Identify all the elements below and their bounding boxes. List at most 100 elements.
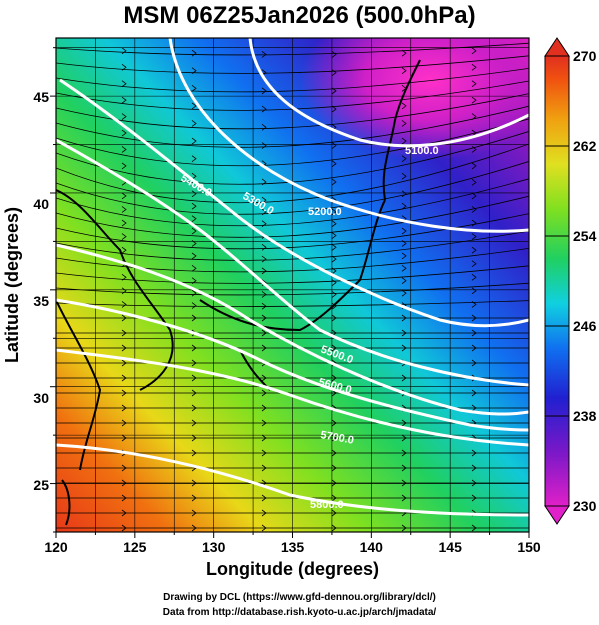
- streamline-arrow: [121, 404, 127, 412]
- streamline-arrow: [331, 434, 337, 442]
- x-tick-label: 140: [360, 539, 384, 555]
- contour-label-5800: 5800.0: [310, 499, 344, 511]
- y-tick-label: 35: [33, 293, 49, 309]
- streamline-arrow: [121, 113, 127, 120]
- streamline-arrow: [471, 389, 477, 397]
- streamline-arrow: [191, 524, 197, 532]
- streamline-arrow: [472, 540, 476, 546]
- streamline-arrow: [191, 102, 197, 110]
- streamline-arrow: [261, 87, 267, 95]
- streamline-arrow: [121, 47, 127, 55]
- streamline-arrow: [471, 494, 477, 502]
- streamline-arrow: [261, 267, 267, 275]
- streamline-arrow: [121, 96, 127, 104]
- streamline-arrow: [331, 314, 337, 322]
- streamline-arrow: [471, 449, 477, 457]
- streamline-arrow: [121, 329, 127, 337]
- y-tick-label: 40: [33, 196, 49, 212]
- streamline-arrow: [331, 220, 337, 228]
- temperature-field: 5100.0 5200.0 5300.0 5400.0 5500.0 5600.…: [56, 38, 529, 546]
- streamline-arrow: [332, 540, 336, 546]
- y-tick-label: 25: [33, 477, 49, 493]
- streamline-arrow: [401, 67, 407, 75]
- streamline-arrow: [191, 509, 197, 517]
- streamline-arrow: [331, 302, 337, 310]
- streamline-arrow: [121, 146, 127, 153]
- streamline-arrow: [401, 524, 407, 532]
- streamline-arrow: [261, 374, 267, 382]
- streamline-arrow: [191, 137, 197, 145]
- streamline-arrow: [191, 155, 197, 162]
- streamline-arrow: [121, 314, 127, 322]
- streamline-arrow: [121, 219, 127, 227]
- streamline-arrow: [471, 80, 477, 88]
- streamline-arrow: [261, 464, 267, 472]
- colorbar-tick-label: 270: [573, 48, 597, 64]
- streamline-arrow: [401, 329, 407, 337]
- streamline-arrow: [331, 419, 337, 427]
- streamline-arrow: [471, 479, 477, 487]
- streamline-arrow: [471, 96, 477, 104]
- streamline-arrow: [191, 120, 197, 127]
- streamline-arrow: [261, 449, 267, 457]
- streamline-arrow: [191, 265, 197, 272]
- streamline-arrow: [331, 178, 337, 186]
- streamline-arrow: [261, 389, 267, 397]
- streamline: [56, 161, 529, 215]
- streamline: [56, 118, 529, 167]
- streamline-arrow: [401, 464, 407, 472]
- streamline-arrow: [401, 314, 407, 322]
- streamline-arrow: [121, 80, 127, 88]
- map-title: MSM 06Z25Jan2026 (500.0hPa): [123, 2, 476, 29]
- streamline-arrow: [401, 227, 407, 235]
- streamline-arrow: [471, 206, 477, 213]
- streamline-arrow: [401, 49, 407, 57]
- streamline-arrow: [261, 255, 267, 263]
- streamline-arrow: [331, 51, 337, 58]
- streamline-arrow: [121, 233, 127, 240]
- streamline-arrow: [401, 479, 407, 487]
- streamline-arrow: [331, 160, 337, 168]
- streamline-arrow: [191, 374, 197, 382]
- streamline-arrow: [471, 192, 477, 200]
- streamline-arrow: [331, 494, 337, 502]
- streamline-arrow: [261, 434, 267, 442]
- streamline-arrow: [471, 47, 477, 55]
- streamline-arrow: [261, 419, 267, 427]
- streamline-arrow: [401, 277, 407, 285]
- streamline-arrow: [331, 509, 337, 517]
- colorbar-max-arrow: [544, 37, 570, 57]
- streamline-arrow: [401, 265, 407, 272]
- y-axis-title: Latitude (degrees): [2, 207, 22, 363]
- streamline-arrow: [471, 260, 477, 268]
- streamline-arrow: [191, 277, 197, 285]
- streamline-arrow: [331, 87, 337, 95]
- colorbar-tick-label: 262: [573, 138, 597, 154]
- streamline-arrow: [401, 434, 407, 442]
- streamline-arrow: [121, 374, 127, 382]
- streamline-arrow: [121, 129, 127, 137]
- streamline-arrow: [191, 172, 197, 180]
- streamline-arrow: [471, 344, 477, 352]
- streamline-arrow: [121, 301, 127, 308]
- streamline-arrow: [471, 314, 477, 322]
- streamline-arrow: [471, 219, 477, 227]
- streamline-arrow: [121, 206, 127, 213]
- streamline-arrow: [121, 464, 127, 472]
- streamline-arrow: [191, 419, 197, 427]
- streamline: [56, 143, 529, 204]
- wind-streamlines: [56, 42, 529, 546]
- streamline-arrow: [331, 449, 337, 457]
- streamline-arrow: [401, 120, 407, 127]
- streamline-arrow: [191, 494, 197, 502]
- credit-drawing: Drawing by DCL (https://www.gfd-dennou.o…: [163, 592, 436, 603]
- streamline: [56, 105, 529, 148]
- streamline-arrow: [191, 67, 197, 75]
- streamline-arrow: [191, 215, 197, 222]
- streamline-arrow: [331, 291, 337, 298]
- streamline-arrow: [121, 494, 127, 502]
- streamline-arrow: [191, 404, 197, 412]
- streamline-arrow: [261, 291, 267, 298]
- streamline: [56, 230, 529, 261]
